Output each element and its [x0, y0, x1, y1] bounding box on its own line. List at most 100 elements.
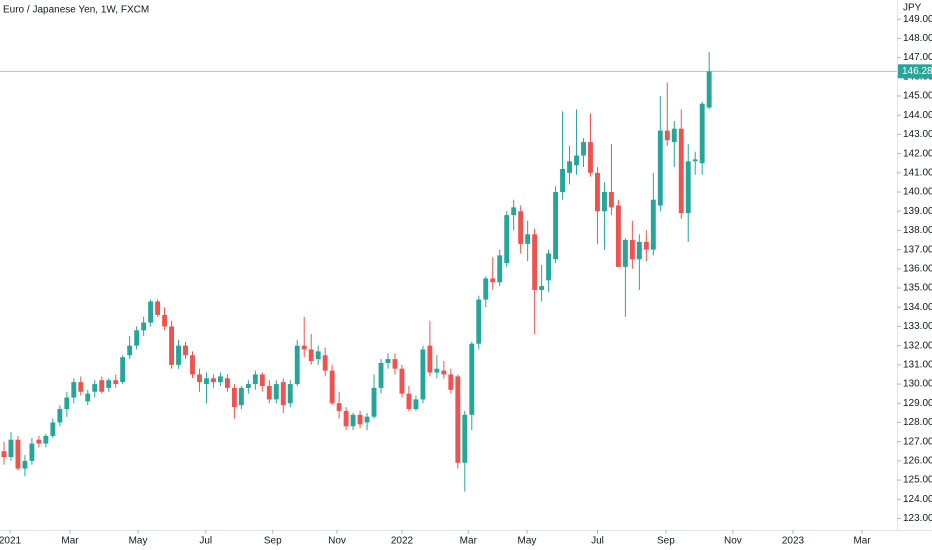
y-tick-label: 135.000 — [903, 283, 932, 294]
x-tick-label: Nov — [724, 536, 742, 547]
candle-body — [343, 410, 349, 427]
candle-body — [43, 435, 49, 444]
y-tick-label: 138.000 — [903, 225, 932, 236]
candle-body — [588, 142, 593, 173]
candle-body — [57, 409, 63, 423]
y-tick-label: 123.000 — [903, 513, 932, 524]
x-tick-label: Mar — [460, 536, 478, 547]
candle-body — [350, 414, 356, 427]
candle-body — [636, 241, 642, 260]
candle-body — [36, 439, 42, 444]
candle-body — [64, 397, 70, 410]
x-tick-label: Sep — [264, 536, 282, 547]
candle-body — [678, 128, 684, 214]
x-tick-label: May — [517, 536, 536, 547]
candle-body — [448, 374, 454, 390]
candle-body — [308, 349, 314, 362]
y-tick-label: 144.000 — [903, 110, 932, 121]
candle-body — [699, 103, 705, 164]
y-axis-label: JPY — [903, 3, 922, 14]
candle-body — [211, 378, 216, 383]
candle-body — [413, 399, 419, 410]
candle-body — [280, 382, 286, 406]
candle-body — [134, 330, 140, 346]
candle-body — [78, 382, 84, 392]
candle-body — [567, 161, 572, 173]
last-price-label: 146.286 — [902, 66, 932, 77]
candle-body — [685, 161, 691, 214]
candle-body — [546, 253, 552, 281]
candle-body — [525, 234, 531, 244]
candle-body — [392, 359, 398, 369]
y-tick-label: 124.000 — [903, 494, 932, 505]
candle-body — [650, 199, 656, 250]
candle-body — [162, 314, 168, 327]
candle-body — [420, 349, 426, 400]
candle-body — [692, 159, 698, 162]
candle-body — [183, 345, 188, 356]
candle-body — [148, 301, 154, 323]
candle-body — [441, 370, 447, 375]
candle-body — [22, 460, 28, 469]
candle-body — [462, 414, 468, 463]
candle-body — [657, 130, 663, 206]
candle-body — [259, 374, 265, 386]
candle-body — [371, 387, 377, 417]
candle-body — [8, 439, 14, 458]
candle-body — [301, 345, 307, 350]
candle-body — [483, 278, 489, 300]
candle-body — [190, 355, 195, 375]
candle-body — [287, 384, 293, 404]
candle-body — [504, 215, 510, 264]
candle-body — [85, 393, 91, 402]
candle-body — [476, 299, 482, 344]
candle-body — [176, 345, 181, 365]
candle-body — [315, 351, 321, 360]
x-tick-label: Jul — [199, 536, 212, 547]
candle-body — [364, 416, 370, 423]
x-tick-label: 2021 — [0, 536, 22, 547]
last-price-box — [898, 64, 932, 79]
candle-body — [238, 387, 244, 406]
y-tick-label: 140.000 — [903, 187, 932, 198]
candle-body — [518, 211, 524, 244]
y-tick-label: 129.000 — [903, 398, 932, 409]
candle-body — [671, 128, 677, 143]
candle-body — [574, 155, 579, 166]
candle-body — [357, 414, 363, 425]
candle-body — [71, 382, 77, 398]
y-tick-label: 130.000 — [903, 379, 932, 390]
candle-body — [204, 378, 209, 385]
candle-body — [197, 374, 202, 383]
x-tick-label: 2023 — [782, 536, 805, 547]
y-tick-label: 136.000 — [903, 263, 932, 274]
candle-body — [629, 240, 635, 260]
candle-body — [224, 378, 230, 388]
candle-body — [622, 240, 628, 267]
y-tick-label: 127.000 — [903, 436, 932, 447]
candle-body — [385, 359, 391, 363]
candle-body — [532, 234, 538, 290]
candle-body — [50, 422, 56, 436]
candle-body — [120, 357, 126, 383]
candle-body — [29, 443, 35, 461]
candle-body — [469, 343, 475, 415]
candle-body — [490, 278, 496, 283]
candle-body — [664, 130, 670, 141]
candle-body — [127, 345, 133, 356]
candle-body — [455, 376, 461, 463]
candle-body — [378, 362, 384, 388]
candle-body — [169, 326, 174, 365]
candle-body — [560, 168, 565, 193]
x-tick-label: Nov — [328, 536, 346, 547]
candle-body — [336, 403, 342, 411]
y-tick-label: 149.000 — [903, 14, 932, 25]
candle-body — [155, 301, 161, 315]
candle-body — [1, 451, 7, 458]
y-tick-label: 132.000 — [903, 340, 932, 351]
candle-body — [539, 286, 545, 290]
candle-body — [15, 439, 21, 469]
candle-body — [434, 368, 440, 373]
y-tick-label: 148.000 — [903, 33, 932, 44]
